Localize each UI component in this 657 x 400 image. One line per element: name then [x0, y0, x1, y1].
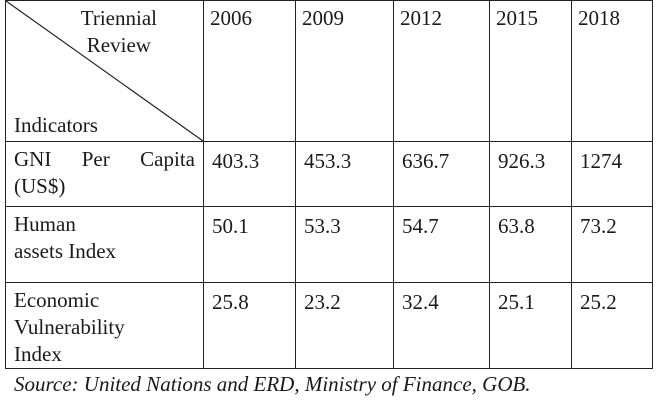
- row-label-line: Vulnerability: [14, 315, 125, 339]
- table-cell: 54.7: [393, 206, 490, 283]
- row-label-line: (US$): [14, 174, 66, 198]
- year-header: 2012: [393, 0, 490, 142]
- table-row: Economic Vulnerability Index 25.8 23.2 3…: [5, 282, 653, 369]
- indicator-table: Triennial Review Indicators 2006 2009 20…: [5, 0, 653, 369]
- row-label-line: assets Index: [14, 239, 117, 263]
- year-header: 2009: [295, 0, 394, 142]
- year-header: 2018: [571, 0, 653, 142]
- row-label-gni: GNI Per Capita (US$): [5, 141, 204, 207]
- table-row: Human assets Index 50.1 53.3 54.7 63.8 7…: [5, 206, 653, 283]
- table-row: GNI Per Capita (US$) 403.3 453.3 636.7 9…: [5, 141, 653, 207]
- diagonal-divider: [6, 1, 203, 141]
- table-cell: 23.2: [295, 282, 394, 369]
- row-label-line: Index: [14, 342, 62, 366]
- table-cell: 453.3: [295, 141, 394, 207]
- table-cell: 53.3: [295, 206, 394, 283]
- row-label-line: Economic: [14, 288, 100, 312]
- table-cell: 25.2: [571, 282, 653, 369]
- corner-caption-line1: Triennial: [80, 6, 157, 30]
- table-cell: 926.3: [489, 141, 572, 207]
- table-cell: 73.2: [571, 206, 653, 283]
- indicator-table-container: Triennial Review Indicators 2006 2009 20…: [5, 0, 653, 369]
- table-cell: 403.3: [203, 141, 296, 207]
- table-cell: 1274: [571, 141, 653, 207]
- corner-header-cell: Triennial Review Indicators: [5, 0, 204, 142]
- table-cell: 32.4: [393, 282, 490, 369]
- corner-row-caption: Indicators: [14, 113, 98, 137]
- row-label-line: Human: [14, 212, 76, 236]
- header-row: Triennial Review Indicators 2006 2009 20…: [5, 0, 653, 142]
- row-label-economic-vulnerability: Economic Vulnerability Index: [5, 282, 204, 369]
- row-label-part: GNI: [14, 147, 52, 171]
- table-cell: 636.7: [393, 141, 490, 207]
- row-label-part: Per: [81, 147, 110, 171]
- source-note: Source: United Nations and ERD, Ministry…: [14, 372, 531, 396]
- corner-column-caption: Triennial Review: [81, 5, 157, 59]
- table-cell: 25.1: [489, 282, 572, 369]
- table-cell: 50.1: [203, 206, 296, 283]
- year-header: 2006: [203, 0, 296, 142]
- corner-caption-line2: Review: [86, 33, 151, 57]
- table-cell: 25.8: [203, 282, 296, 369]
- year-header: 2015: [489, 0, 572, 142]
- row-label-human-assets: Human assets Index: [5, 206, 204, 283]
- row-label-part: Capita: [140, 147, 195, 171]
- table-cell: 63.8: [489, 206, 572, 283]
